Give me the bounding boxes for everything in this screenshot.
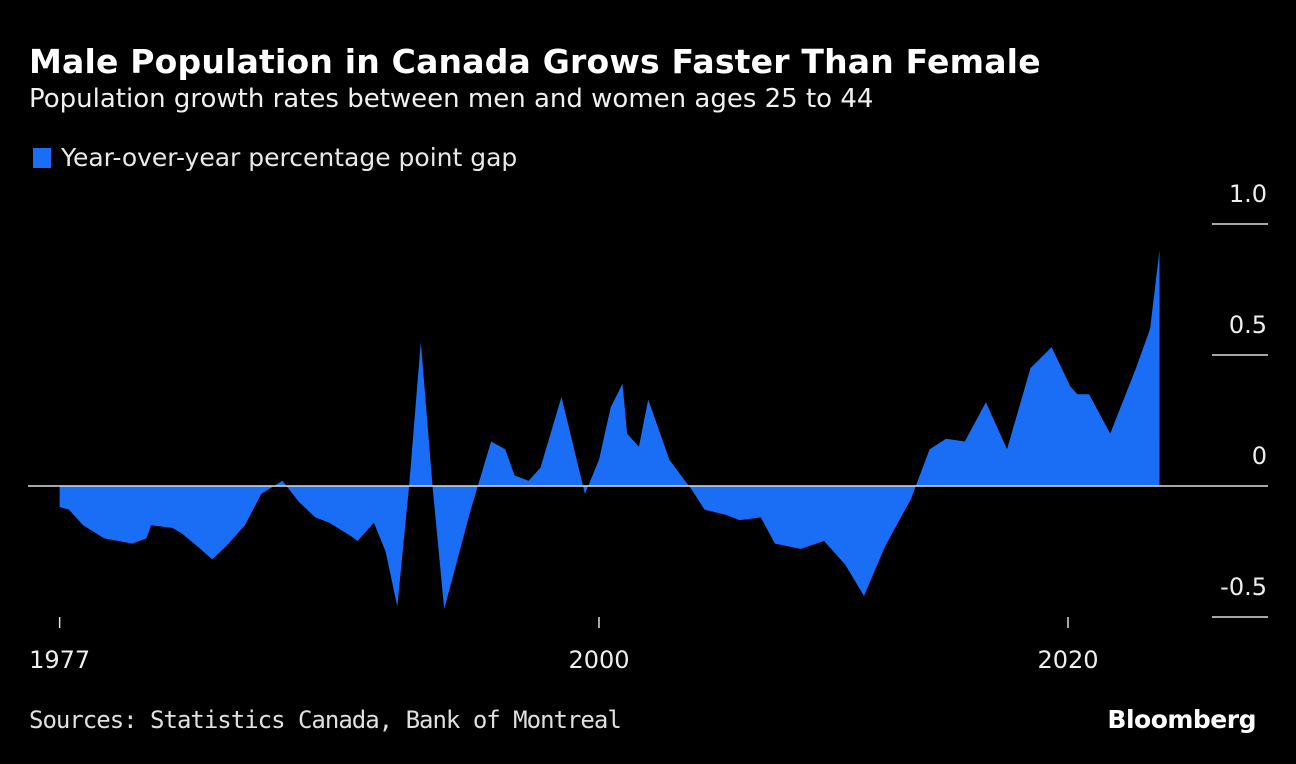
y-tick-label: 1.0 <box>1229 180 1267 208</box>
x-tick-label: 2000 <box>568 646 629 674</box>
chart-subtitle: Population growth rates between men and … <box>29 84 874 114</box>
y-tick-label: 0.5 <box>1229 311 1267 339</box>
legend: Year-over-year percentage point gap <box>33 143 517 172</box>
x-tick-label: 2020 <box>1037 646 1098 674</box>
chart-title: Male Population in Canada Grows Faster T… <box>29 42 1041 81</box>
bloomberg-logo: Bloomberg <box>1107 705 1256 734</box>
source-note: Sources: Statistics Canada, Bank of Mont… <box>29 706 622 734</box>
legend-swatch <box>33 147 51 168</box>
series-area <box>59 250 1160 610</box>
y-tick-label: -0.5 <box>1220 573 1267 601</box>
x-tick-label: 1977 <box>29 646 90 674</box>
y-tick-label: 0 <box>1252 442 1267 470</box>
legend-label: Year-over-year percentage point gap <box>61 143 518 172</box>
